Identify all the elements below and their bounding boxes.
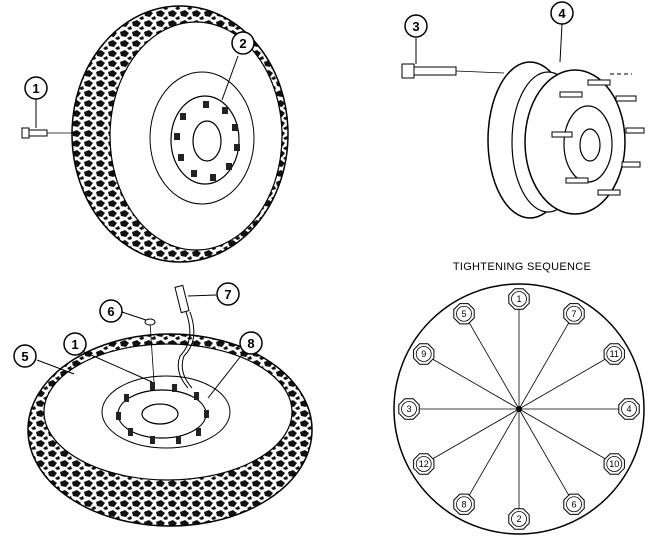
callout-3: 3: [404, 14, 428, 38]
callout-6: 6: [99, 299, 123, 323]
callout-8: 8: [239, 331, 263, 355]
tightening-sequence: TIGHTENING SEQUENCE 1 7 11 4 10 6 2 8 12 3 9 5: [393, 261, 645, 535]
nut-11: 11: [603, 343, 625, 365]
callout-4: 4: [550, 1, 574, 25]
wheel-studs: [551, 79, 645, 196]
nut-ring: [456, 305, 472, 322]
sequence-nuts: 1 7 11 4 10 6 2 8 12 3 9 5: [398, 288, 640, 530]
nut-5: 5: [453, 303, 475, 325]
callout-7-label: 7: [224, 287, 231, 302]
top-right-hub: [401, 23, 645, 219]
sequence-spoke: [518, 353, 615, 410]
callout-8-label: 8: [247, 336, 254, 351]
sequence-spoke: [518, 408, 615, 465]
nut-ring: [606, 456, 623, 472]
callout-5: 5: [13, 344, 37, 368]
valve-cap: [144, 318, 156, 326]
nut-label: 6: [571, 499, 576, 509]
nut-12: 12: [413, 453, 435, 475]
nut-label: 3: [406, 404, 411, 414]
hub-screw: [401, 63, 505, 79]
callout-2-label: 2: [239, 36, 246, 51]
top-left-wheel: [21, 5, 289, 263]
nut-label: 11: [610, 349, 619, 359]
nut-label: 5: [461, 309, 466, 319]
callout-2: 2: [231, 31, 255, 55]
nut-ring: [566, 496, 582, 513]
sequence-spoke: [518, 313, 575, 410]
callout-6-label: 6: [107, 304, 114, 319]
nut-ring: [415, 456, 432, 472]
callout-1-top-label: 1: [32, 81, 39, 96]
callout-5-label: 5: [21, 349, 28, 364]
nut-ring: [415, 346, 432, 362]
sequence-spoke: [463, 408, 520, 505]
callout-7: 7: [216, 282, 240, 306]
nut-label: 12: [419, 459, 429, 469]
nut-ring: [456, 496, 472, 513]
nut-7: 7: [563, 303, 585, 325]
nut-ring: [511, 511, 527, 527]
sequence-spoke: [463, 313, 520, 410]
nut-ring: [566, 305, 582, 322]
nut-3: 3: [398, 398, 420, 420]
nut-ring: [621, 401, 637, 417]
hub-center: [192, 120, 222, 162]
sequence-spoke: [518, 408, 575, 505]
nut-4: 4: [618, 398, 640, 420]
nut-1: 1: [508, 288, 530, 310]
nut-label: 8: [461, 499, 466, 509]
sequence-spokes: [409, 299, 629, 519]
nut-8: 8: [453, 493, 475, 515]
nut-ring: [606, 346, 623, 362]
tire-gauge: [174, 284, 195, 389]
callout-4-label: 4: [558, 6, 566, 21]
sequence-spoke: [423, 353, 520, 410]
lug-nuts-bottom: [116, 382, 209, 444]
nut-label: 4: [626, 404, 631, 414]
nut-9: 9: [413, 343, 435, 365]
nut-ring: [511, 291, 527, 307]
callout-3-label: 3: [412, 19, 419, 34]
tightening-sequence-title: TIGHTENING SEQUENCE: [453, 261, 591, 273]
callout-1-bottom: 1: [63, 332, 87, 356]
bottom-left-wheel: [27, 284, 313, 527]
callout-1-top: 1: [24, 76, 48, 100]
nut-label: 2: [516, 514, 521, 524]
sequence-center: [516, 406, 522, 412]
lug-bolt: [21, 127, 80, 139]
nut-label: 9: [421, 349, 426, 359]
sequence-spoke: [423, 408, 520, 465]
callout-1-bottom-label: 1: [71, 337, 78, 352]
nut-2: 2: [508, 508, 530, 530]
nut-label: 10: [609, 459, 619, 469]
nut-6: 6: [563, 493, 585, 515]
lug-nuts: [174, 101, 240, 181]
nut-label: 1: [516, 294, 521, 304]
nut-ring: [401, 401, 417, 417]
nut-label: 7: [571, 309, 576, 319]
rim-outer: [149, 71, 255, 205]
nut-10: 10: [603, 453, 625, 475]
